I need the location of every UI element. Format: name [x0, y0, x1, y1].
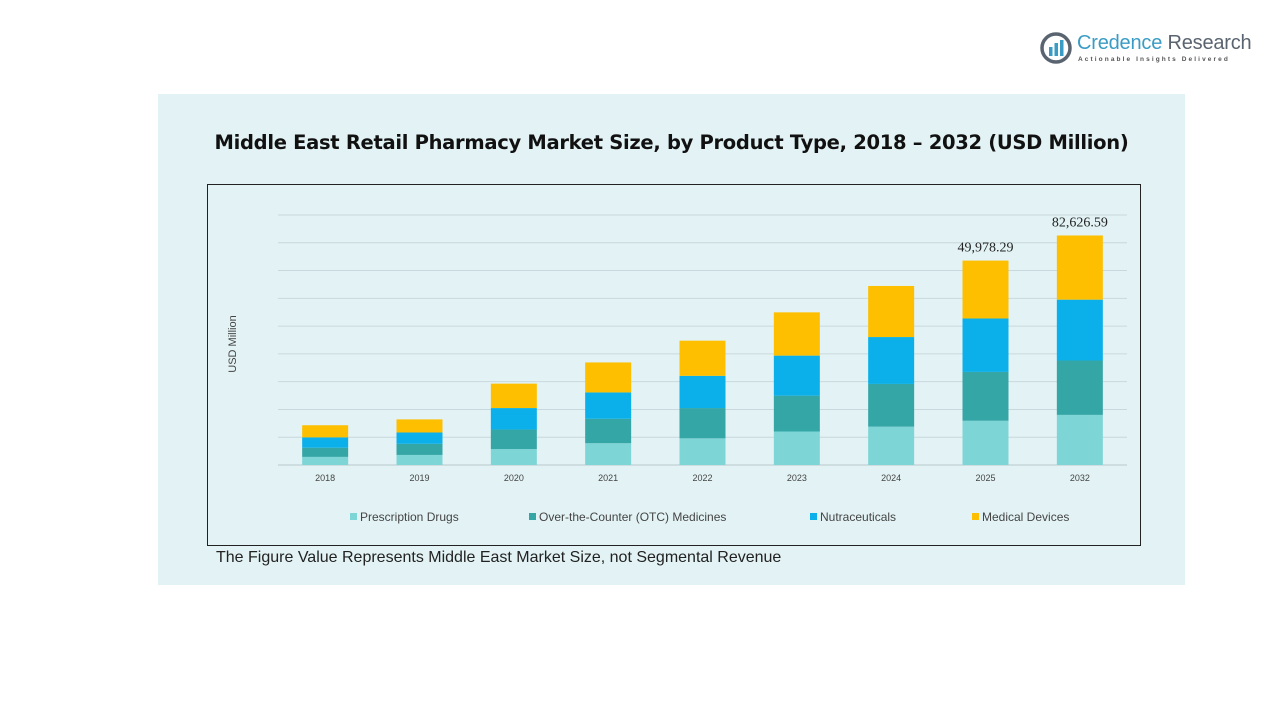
bar-2020-series-3 [490, 383, 537, 409]
bar-2020-series-1 [490, 429, 537, 450]
legend-swatch [350, 513, 357, 520]
x-tick-label: 2032 [1070, 473, 1090, 483]
bar-2024-series-1 [868, 383, 915, 427]
legend-label: Nutraceuticals [820, 510, 897, 524]
bar-2023-series-2 [773, 355, 820, 396]
bar-2018-series-1 [302, 447, 349, 457]
x-tick-label: 2024 [881, 473, 901, 483]
bar-2021-series-3 [585, 362, 632, 393]
bar-2022-series-0 [679, 438, 726, 465]
bar-2019-series-3 [396, 419, 443, 433]
bar-2020-series-2 [490, 408, 537, 430]
legend-item-nutraceuticals: Nutraceuticals [810, 510, 896, 524]
bar-2025-series-0 [962, 420, 1009, 465]
bar-2021-series-0 [585, 443, 632, 465]
legend-swatch [529, 513, 536, 520]
bar-2021-series-2 [585, 392, 632, 419]
bar-2022-series-1 [679, 408, 726, 439]
bar-2018-series-3 [302, 425, 349, 438]
x-tick-label: 2021 [598, 473, 618, 483]
legend-item-medical-devices: Medical Devices [972, 510, 1069, 524]
x-tick-label: 2018 [315, 473, 335, 483]
bar-2022-series-3 [679, 340, 726, 376]
x-tick-label: 2025 [975, 473, 995, 483]
bar-2023-series-0 [773, 431, 820, 465]
bar-2019-series-2 [396, 432, 443, 444]
bar-2032-series-3 [1056, 235, 1103, 300]
logo-mark-icon [1040, 32, 1072, 64]
credence-research-logo: Credence Research Actionable Insights De… [1040, 30, 1255, 68]
bar-2021-series-1 [585, 418, 632, 444]
bar-2019-series-1 [396, 443, 443, 455]
bar-2022-series-2 [679, 375, 726, 409]
bar-2032-series-2 [1056, 299, 1103, 361]
data-label-total: 49,978.29 [958, 241, 1014, 256]
bar-2020-series-0 [490, 449, 537, 465]
chart-frame [207, 184, 1141, 546]
legend-swatch [972, 513, 979, 520]
bar-2018-series-2 [302, 437, 349, 448]
bar-2024-series-3 [868, 285, 915, 338]
x-tick-label: 2020 [504, 473, 524, 483]
bar-2025-series-2 [962, 318, 1009, 372]
legend-swatch [810, 513, 817, 520]
logo-tagline: Actionable Insights Delivered [1078, 56, 1230, 63]
x-tick-label: 2023 [787, 473, 807, 483]
chart-panel [158, 94, 1185, 585]
bar-2025-series-3 [962, 260, 1009, 319]
data-label-total: 82,626.59 [1052, 215, 1108, 230]
legend-item-otc-medicines: Over-the-Counter (OTC) Medicines [529, 510, 726, 524]
bar-2018-series-0 [302, 456, 349, 465]
footnote: The Figure Value Represents Middle East … [216, 549, 782, 566]
legend-label: Medical Devices [982, 510, 1070, 524]
bar-2023-series-3 [773, 312, 820, 356]
bar-2032-series-0 [1056, 414, 1103, 465]
bar-2024-series-2 [868, 337, 915, 384]
logo-name: Credence Research [1077, 32, 1252, 54]
bar-2023-series-1 [773, 395, 820, 432]
bar-2019-series-0 [396, 454, 443, 465]
chart-title: Middle East Retail Pharmacy Market Size,… [214, 131, 1129, 154]
x-tick-label: 2019 [409, 473, 429, 483]
legend-item-prescription-drugs: Prescription Drugs [350, 510, 459, 524]
legend-label: Over-the-Counter (OTC) Medicines [539, 510, 727, 524]
bar-2024-series-0 [868, 426, 915, 465]
x-tick-label: 2022 [692, 473, 712, 483]
legend-label: Prescription Drugs [360, 510, 459, 524]
bar-2025-series-1 [962, 371, 1009, 421]
bar-2032-series-1 [1056, 360, 1103, 415]
